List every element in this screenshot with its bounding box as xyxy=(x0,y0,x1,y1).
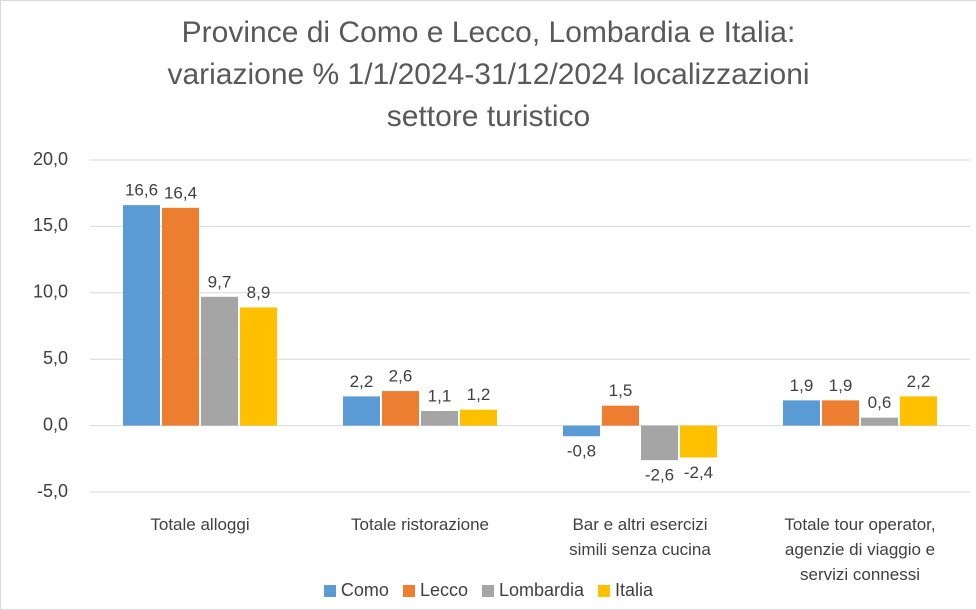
bar xyxy=(162,207,199,426)
legend-label: Como xyxy=(340,580,389,600)
data-label: 1,2 xyxy=(467,385,491,404)
bar xyxy=(641,425,678,461)
y-tick-label: 0,0 xyxy=(43,414,68,434)
data-label: 16,4 xyxy=(164,183,197,202)
chart-title: Province di Como e Lecco, Lombardia e It… xyxy=(167,16,810,133)
bar xyxy=(563,425,600,437)
bar xyxy=(460,409,497,426)
bar xyxy=(900,396,937,426)
bar xyxy=(240,307,277,426)
legend-item: Como xyxy=(323,580,389,601)
legend-swatch xyxy=(402,584,415,597)
data-label: 0,6 xyxy=(868,393,892,412)
bar xyxy=(680,425,717,458)
legend: Como Lecco Lombardia Italia xyxy=(0,580,977,601)
legend-swatch xyxy=(323,584,336,597)
bar xyxy=(602,405,639,426)
legend-label: Lombardia xyxy=(498,580,585,600)
data-label: 8,9 xyxy=(247,283,271,302)
y-tick-label: -5,0 xyxy=(37,481,68,501)
bar xyxy=(343,396,380,426)
bar xyxy=(123,205,160,426)
bar xyxy=(783,400,820,426)
bar xyxy=(861,417,898,426)
legend-item: Italia xyxy=(598,580,653,601)
bar xyxy=(382,391,419,426)
data-label: 1,5 xyxy=(609,381,633,400)
x-tick-label: Totale alloggi xyxy=(150,515,250,534)
x-tick-label: Totale tour operator, agenzie di viaggio… xyxy=(784,515,936,584)
legend-swatch xyxy=(481,584,494,597)
y-tick-label: 20,0 xyxy=(33,149,68,169)
data-label: 2,2 xyxy=(350,372,374,391)
bar xyxy=(822,400,859,426)
data-label: -2,4 xyxy=(684,463,713,482)
bar xyxy=(421,410,458,426)
y-tick-label: 5,0 xyxy=(43,348,68,368)
y-tick-label: 15,0 xyxy=(33,215,68,235)
data-label: -2,6 xyxy=(645,466,674,485)
data-label: -0,8 xyxy=(567,442,596,461)
legend-item: Lombardia xyxy=(481,580,585,601)
bar xyxy=(201,296,238,426)
legend-label: Lecco xyxy=(419,580,468,600)
data-label: 2,6 xyxy=(389,367,413,386)
legend-item: Lecco xyxy=(402,580,468,601)
data-label: 1,9 xyxy=(829,376,853,395)
data-label: 1,9 xyxy=(790,376,814,395)
x-tick-label: Totale ristorazione xyxy=(351,515,489,534)
legend-label: Italia xyxy=(615,580,654,600)
y-tick-label: 10,0 xyxy=(33,282,68,302)
data-label: 2,2 xyxy=(907,372,931,391)
data-label: 16,6 xyxy=(125,181,158,200)
data-label: 9,7 xyxy=(208,272,232,291)
data-label: 1,1 xyxy=(428,386,452,405)
x-tick-label: Bar e altri esercizi simili senza cucina xyxy=(569,515,711,559)
legend-swatch xyxy=(598,584,611,597)
